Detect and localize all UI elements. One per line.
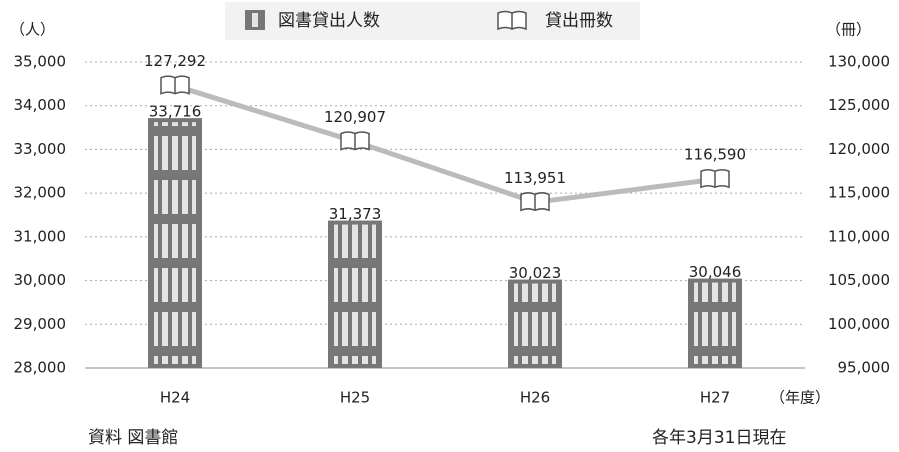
line-marker (341, 132, 369, 150)
y-tick-label: 34,000 (14, 96, 67, 114)
line-value-label: 113,951 (504, 169, 566, 187)
x-axis-label: （年度） (770, 389, 830, 407)
line-value-label: 116,590 (684, 146, 746, 164)
y2-tick-label: 115,000 (828, 184, 890, 202)
chart: （人） （冊） （年度） 資料 図書館 各年3月31日現在 28,000 29,0… (0, 0, 899, 452)
x-tick-label: H26 (520, 389, 550, 407)
line (175, 86, 715, 203)
bar-value-label: 31,373 (329, 205, 382, 223)
bar-value-label: 33,716 (149, 103, 202, 121)
y2-tick-label: 130,000 (828, 53, 890, 71)
line-value-label: 127,292 (144, 52, 206, 70)
bar-shelves (694, 283, 736, 364)
note: 各年3月31日現在 (652, 428, 786, 448)
x-tick-label: H24 (160, 389, 190, 407)
legend-swatch-inner (248, 13, 262, 27)
y-tick-label: 31,000 (14, 227, 67, 245)
legend-label: 貸出冊数 (545, 11, 613, 31)
bar-shelves (514, 284, 556, 364)
y-tick-label: 30,000 (14, 271, 67, 289)
source: 資料 図書館 (88, 428, 178, 448)
bar-value-label: 30,023 (509, 264, 562, 282)
legend-label: 図書貸出人数 (278, 11, 380, 31)
y-tick-label: 32,000 (14, 184, 67, 202)
y2-tick-label: 125,000 (828, 96, 890, 114)
y2-tick-label: 120,000 (828, 140, 890, 158)
y-tick-label: 28,000 (14, 359, 67, 377)
line-marker (161, 76, 189, 94)
bar-shelves (334, 225, 376, 364)
y2-tick-label: 105,000 (828, 271, 890, 289)
bar-value-label: 30,046 (689, 263, 742, 281)
x-tick-label: H25 (340, 389, 370, 407)
x-tick-label: H27 (700, 389, 730, 407)
right-axis-label: （冊） (826, 21, 871, 39)
line-marker (701, 170, 729, 188)
line-marker (521, 193, 549, 211)
y2-tick-label: 95,000 (838, 359, 891, 377)
y2-tick-label: 100,000 (828, 315, 890, 333)
y-tick-label: 33,000 (14, 140, 67, 158)
left-axis-label: （人） (10, 21, 55, 39)
y-tick-label: 35,000 (14, 53, 67, 71)
bar-shelves (154, 122, 196, 364)
y-tick-label: 29,000 (14, 315, 67, 333)
y2-tick-label: 110,000 (828, 227, 890, 245)
line-value-label: 120,907 (324, 108, 386, 126)
legend-icon (498, 12, 526, 30)
